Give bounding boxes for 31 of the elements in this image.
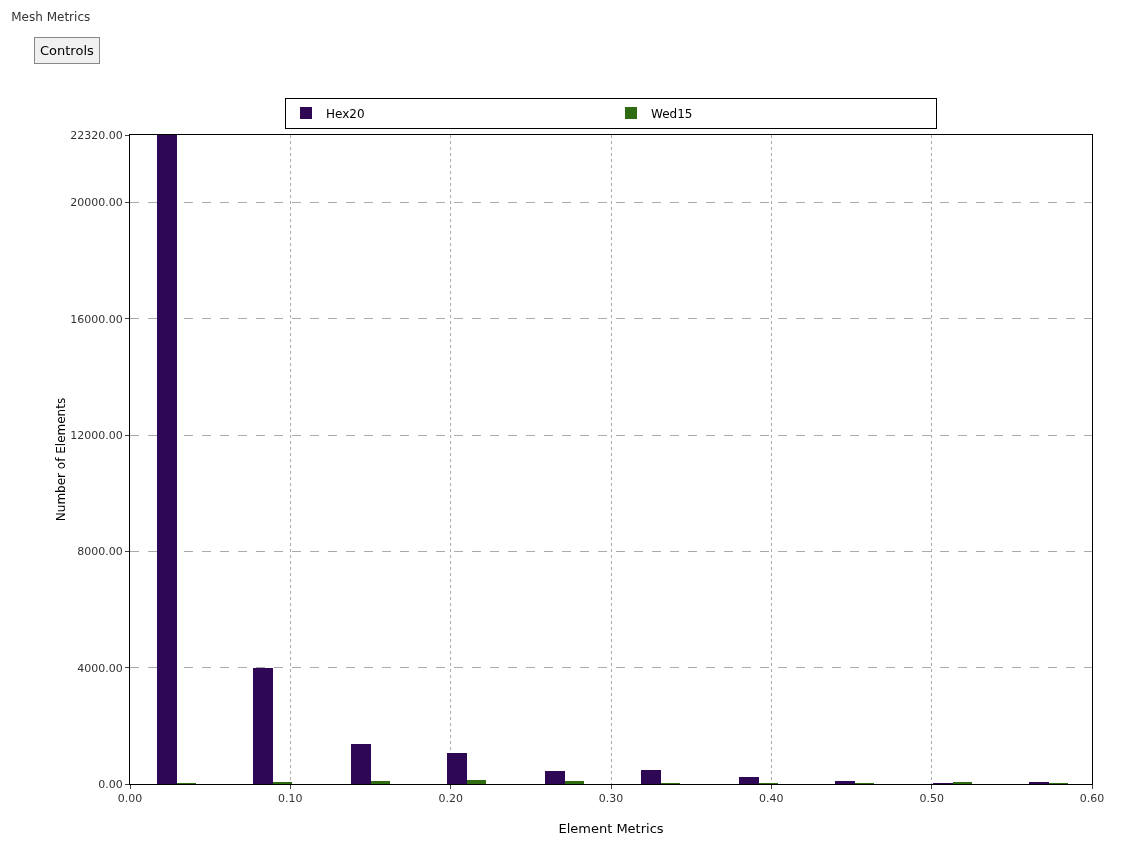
y-tick-label: 12000.00 [70,428,123,442]
y-tick-label: 4000.00 [77,661,123,675]
legend-label: Wed15 [651,106,693,121]
bar [157,135,177,784]
text: Controls [40,43,94,58]
bar [253,668,273,784]
x-axis-title: Element Metrics [558,821,664,836]
bar [641,770,661,784]
y-tick-label: 0.00 [98,777,123,791]
x-tick-label: 0.10 [278,792,303,806]
bar [739,777,759,784]
bar [371,781,390,784]
x-tick-label: 0.20 [438,792,463,806]
x-tick-label: 0.30 [598,792,624,806]
x-tick-label: 0.60 [1079,792,1105,806]
y-tick-label: 16000.00 [70,312,123,326]
chart-title: Mesh Metrics [11,10,91,25]
y-tick-label: 20000.00 [70,196,123,210]
y-tick-label: 22320.00 [70,128,123,142]
bar [545,771,565,784]
bar [351,744,371,784]
bar [565,781,584,784]
bar [467,780,486,784]
x-tick-label: 0.50 [919,792,944,806]
legend-label: Hex20 [326,106,365,121]
bar [835,781,855,784]
x-tick-label: 0.40 [759,792,784,806]
y-tick-label: 8000.00 [77,545,123,559]
y-axis-title: Number of Elements [54,397,69,522]
x-tick-label: 0.00 [117,792,143,806]
bar [447,753,467,784]
